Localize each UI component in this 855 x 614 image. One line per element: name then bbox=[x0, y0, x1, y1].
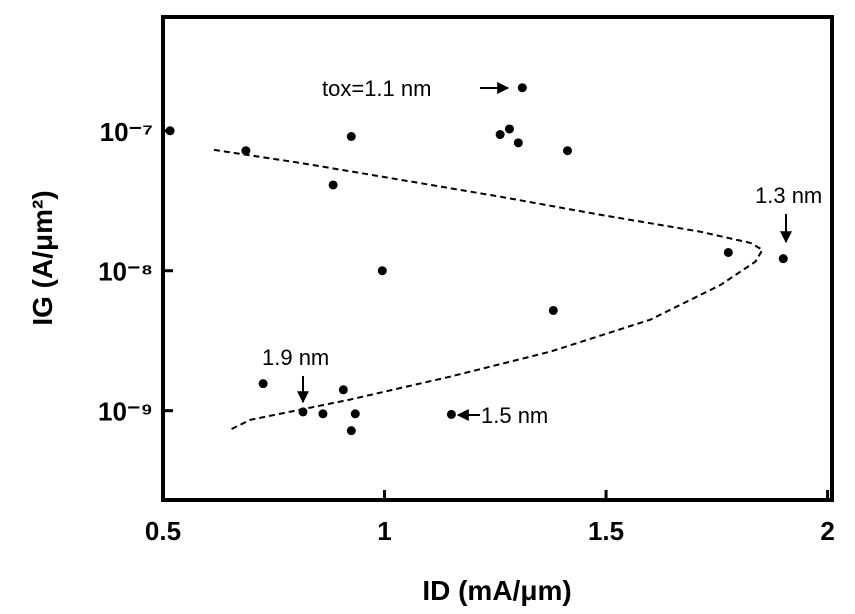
point bbox=[724, 248, 733, 257]
x-tick-label: 1 bbox=[377, 516, 391, 546]
point bbox=[347, 132, 356, 141]
point bbox=[518, 83, 527, 92]
point bbox=[505, 124, 514, 133]
annotation: 1.5 nm bbox=[481, 403, 548, 428]
point bbox=[514, 138, 523, 147]
point bbox=[339, 385, 348, 394]
x-tick-label: 2 bbox=[820, 516, 834, 546]
annotation: 1.9 nm bbox=[262, 345, 329, 370]
y-tick-label: 10⁻⁷ bbox=[100, 117, 153, 147]
chart: ID (mA/μm) IG (A/μm²) 0.5 1 2 1.5 10⁻⁹ 10⁻⁸ 10… bbox=[0, 0, 855, 614]
point bbox=[496, 130, 505, 139]
point bbox=[166, 126, 175, 135]
point bbox=[347, 426, 356, 435]
y-axis-label: IG (A/μm²) bbox=[27, 190, 58, 325]
point bbox=[447, 410, 456, 419]
y-tick-label: 10⁻⁹ bbox=[98, 397, 153, 427]
x-axis-label: ID (mA/μm) bbox=[422, 575, 571, 606]
annotation: tox=1.1 nm bbox=[322, 76, 431, 101]
point bbox=[549, 306, 558, 315]
point bbox=[259, 379, 268, 388]
point bbox=[329, 180, 338, 189]
annotation: 1.3 nm bbox=[755, 183, 822, 208]
x-tick-label: 0.5 bbox=[145, 516, 181, 546]
point bbox=[318, 409, 327, 418]
point bbox=[378, 266, 387, 275]
x-tick-label: 1.5 bbox=[588, 516, 624, 546]
point bbox=[779, 254, 788, 263]
fit-curve bbox=[214, 150, 762, 430]
y-tick-label: 10⁻⁸ bbox=[98, 257, 153, 287]
point bbox=[563, 146, 572, 155]
point bbox=[351, 409, 360, 418]
